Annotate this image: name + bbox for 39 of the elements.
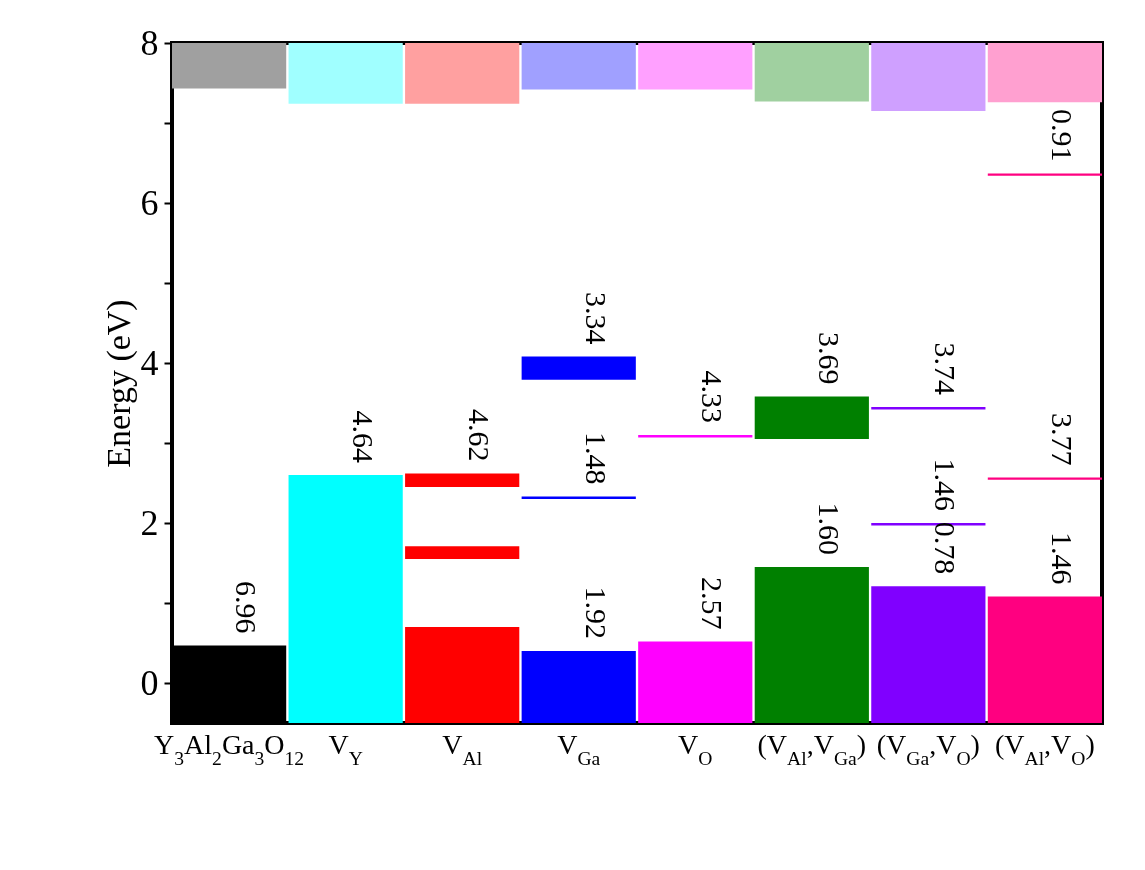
x-tick-label: V$_{O}$ — [678, 728, 713, 768]
x-tick-label: Y$_{3}$Al$_{2}$Ga$_{3}$O$_{12}$ — [154, 728, 305, 768]
x-tick-label: (V$_{Ga}$,V$_{O}$) — [876, 728, 980, 768]
annotation: 3.69 — [812, 332, 846, 385]
annotation: 1.92 — [579, 586, 613, 639]
annotation: 3.77 — [1045, 412, 1079, 466]
annotation: 4.33 — [696, 370, 730, 423]
bar — [405, 43, 520, 104]
annotation: 4.64 — [346, 410, 380, 463]
bar — [288, 43, 403, 104]
annotation: 1.60 — [812, 502, 846, 555]
y-tick-label: 8 — [140, 22, 159, 63]
annotation: 0.91 — [1045, 108, 1079, 162]
bar — [871, 43, 986, 111]
annotation: 6.96 — [230, 580, 264, 634]
annotation: 4.62 — [463, 408, 497, 462]
annotation: 1.48 — [579, 432, 613, 485]
annotation: 1.46 — [1045, 532, 1079, 585]
y-tick-label: 2 — [140, 502, 159, 543]
annotation: 0.78 — [929, 521, 963, 575]
bar — [754, 43, 869, 102]
y-tick-label: 4 — [140, 342, 159, 383]
bar — [638, 43, 753, 90]
x-tick-label: V$_{Ga}$ — [557, 728, 601, 768]
bar — [987, 43, 1102, 103]
y-tick-label: 0 — [140, 662, 159, 703]
annotation: 3.34 — [579, 292, 613, 345]
annotation: 2.57 — [696, 576, 730, 630]
x-tick-label: V$_{Al}$ — [442, 728, 483, 768]
y-axis-title: Energy (eV) — [99, 299, 138, 468]
x-tick-label: V$_{Y}$ — [328, 728, 363, 768]
y-tick-label: 6 — [140, 182, 159, 223]
x-tick-label: (V$_{Al}$,V$_{O}$) — [994, 728, 1095, 768]
annotation: 1.46 — [929, 458, 963, 511]
x-tick-label: (V$_{Al}$,V$_{Ga}$) — [757, 728, 867, 768]
annotation: 3.74 — [929, 342, 963, 395]
bar — [172, 43, 287, 89]
bar — [288, 475, 403, 723]
bar — [521, 43, 636, 90]
